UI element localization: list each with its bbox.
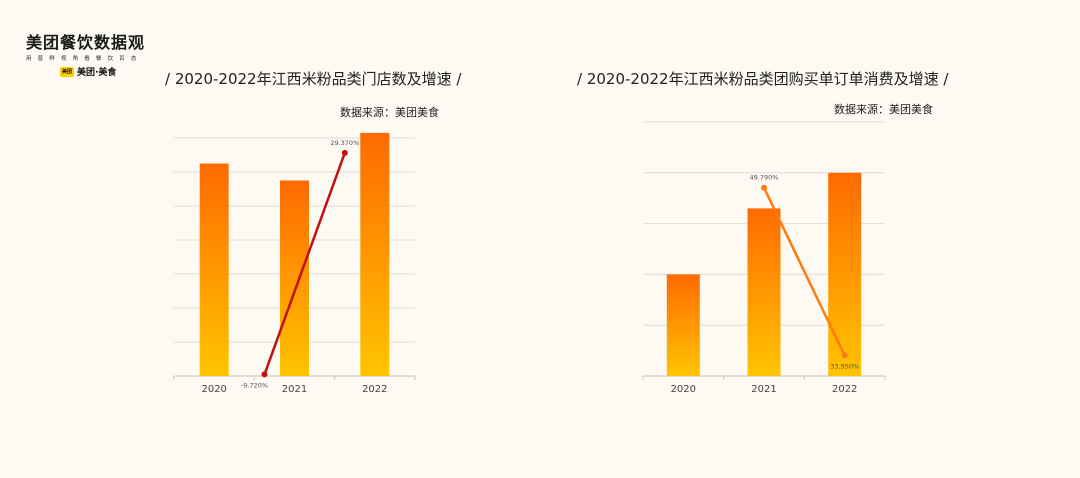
growth-data-label: 29.370% — [330, 139, 359, 147]
growth-point — [761, 184, 767, 191]
chart-source-right: 数据来源：美团美食 — [834, 103, 933, 116]
growth-data-label: 33.950% — [830, 362, 859, 370]
meituan-badge-icon: 美团 — [60, 66, 75, 77]
chart-title-right: / 2020-2022年江西米粉品类团购买单订单消费及增速 / — [577, 70, 949, 88]
x-tick-label: 2020 — [671, 384, 696, 395]
x-tick-label: 2022 — [832, 384, 857, 395]
growth-line — [762, 187, 846, 356]
bar — [666, 274, 700, 376]
growth-line — [263, 152, 346, 375]
bar — [828, 172, 862, 376]
growth-point — [841, 352, 848, 359]
logo-title: 美团餐饮数据观 — [26, 33, 146, 52]
x-tick-label: 2020 — [201, 384, 226, 395]
growth-data-label: 49.790% — [750, 174, 779, 182]
bar — [280, 180, 309, 376]
logo-subtitle: 用 普 鲜 视 角 看 餐 饮 百 态 — [26, 56, 139, 62]
bar — [747, 208, 781, 376]
growth-point — [341, 149, 348, 156]
chart-title-left: / 2020-2022年江西米粉品类门店数及增速 / — [165, 70, 462, 88]
x-tick-label: 2021 — [751, 384, 776, 395]
x-tick-label: 2021 — [282, 384, 307, 395]
logo-brand-text: 美团·美食 — [77, 68, 117, 78]
growth-data-label: -9.720% — [241, 381, 268, 389]
bar — [360, 132, 390, 376]
bar — [199, 163, 229, 376]
logo-brand: 美团 美团·美食 — [60, 65, 158, 78]
brand-logo: 美团餐饮数据观 用 普 鲜 视 角 看 餐 饮 百 态 美团 美团·美食 — [26, 33, 158, 79]
growth-point — [261, 371, 268, 378]
x-tick-label: 2022 — [362, 384, 387, 395]
chart-source-left: 数据来源：美团美食 — [340, 106, 439, 119]
